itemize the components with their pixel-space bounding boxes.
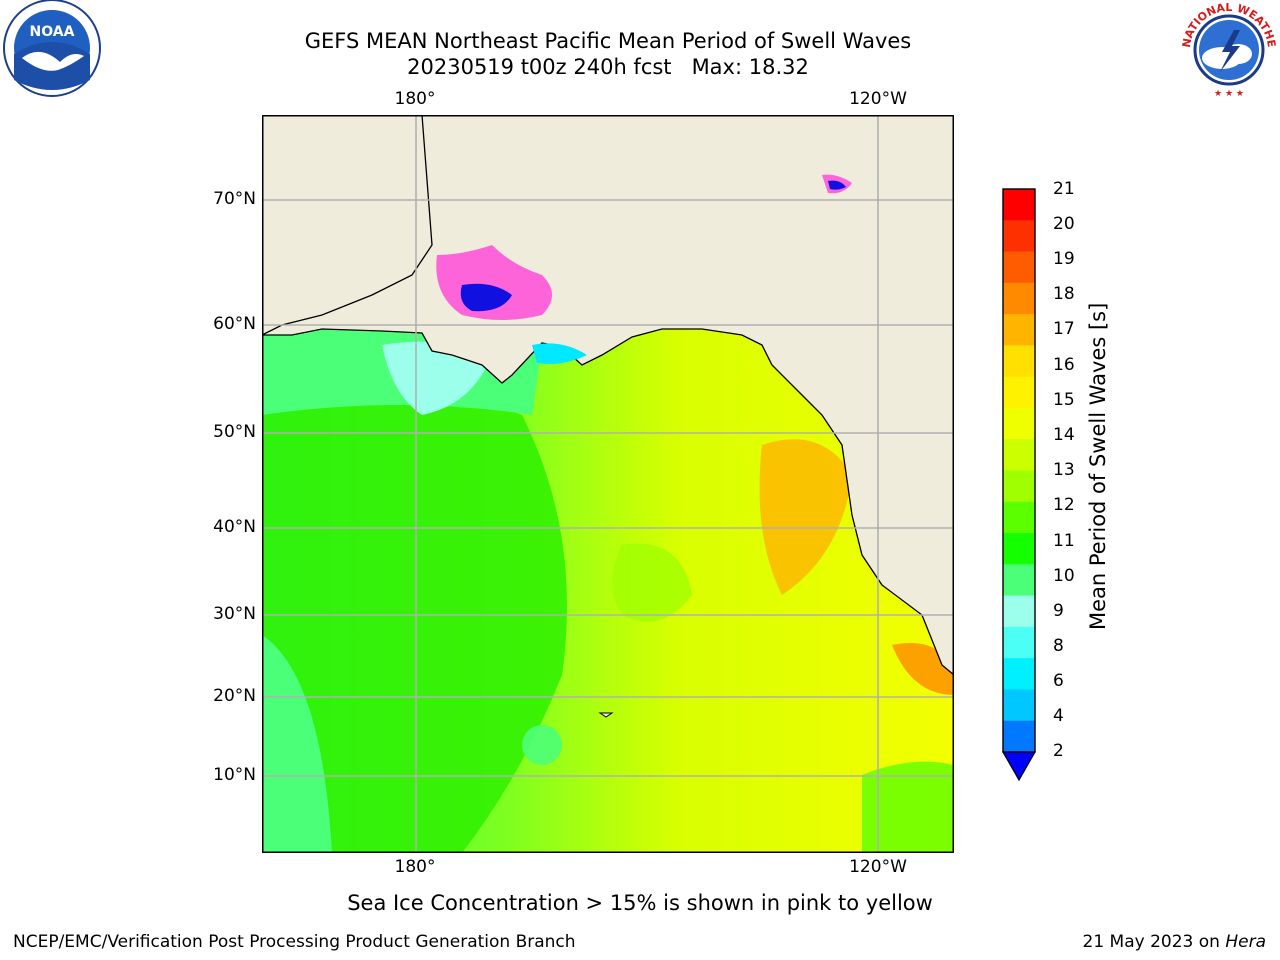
colorbar-tick: 4 [1053,706,1064,726]
footer-date: 21 May 2023 on Hera [1083,932,1267,952]
colorbar-tick: 18 [1053,284,1075,304]
colorbar-cell [1003,314,1035,346]
greenyellow-patch-central [612,543,692,622]
svg-text:★ ★ ★: ★ ★ ★ [1214,89,1244,99]
orange-patch-california [759,439,852,595]
colorbar-cell [1003,501,1035,534]
mint-patch-hawaii-south [522,725,562,765]
map-title: GEFS MEAN Northeast Pacific Mean Period … [304,29,912,53]
lon-label-bottom-120w: 120°W [849,857,907,877]
sea-ice-blue-core [460,283,512,312]
colorbar-cell [1003,626,1035,659]
colorbar-tick: 15 [1053,390,1075,410]
colorbar-tick: 2 [1053,741,1064,761]
lat-label-30n: 30°N [213,604,256,624]
green-patch-west [262,383,567,853]
colorbar-cell [1003,220,1035,253]
colorbar-cell [1003,439,1035,471]
lon-label-top-120w: 120°W [849,89,907,109]
sea-ice-note: Sea Ice Concentration > 15% is shown in … [347,891,933,915]
footer-host: Hera [1225,932,1266,952]
lat-label-40n: 40°N [213,517,256,537]
lat-label-60n: 60°N [213,314,256,334]
colorbar-tick: 21 [1053,179,1075,199]
colorbar-tick: 14 [1053,425,1075,445]
lon-label-bottom-180: 180° [394,857,436,877]
hawaii-islands [598,712,614,718]
colorbar-cell [1003,564,1035,597]
land-russia [262,115,433,336]
colorbar-tick: 20 [1053,214,1075,234]
colorbar [1001,188,1037,783]
colorbar-tick: 9 [1053,601,1064,621]
cyan-patch-bering [382,341,492,415]
cyan-patch-cook-inlet [532,343,587,364]
colorbar-tick: 6 [1053,671,1064,691]
colorbar-cell [1003,345,1035,378]
lat-label-20n: 20°N [213,686,256,706]
lat-label-70n: 70°N [213,189,256,209]
lat-label-10n: 10°N [213,765,256,785]
colorbar-tick: 16 [1053,355,1075,375]
colorbar-cell [1003,720,1035,753]
colorbar-tick: 17 [1053,319,1075,339]
green-patch-southeast [862,761,954,853]
colorbar-cell [1003,470,1035,503]
noaa-logo: NOAA [0,0,104,100]
colorbar-frame [1002,188,1036,753]
map-subtitle: 20230519 t00z 240h fcst Max: 18.32 [407,55,809,79]
colorbar-cell [1003,251,1035,284]
nws-logo: NATIONAL WEATHER SERVICE ★ ★ ★ [1174,0,1280,100]
colorbar-tick: 11 [1053,531,1075,551]
map-frame [262,115,954,853]
noaa-logo-text: NOAA [30,24,75,40]
mint-patch-southwest [262,635,332,853]
colorbar-cell [1003,595,1035,628]
footer-credit: NCEP/EMC/Verification Post Processing Pr… [13,932,576,952]
colorbar-tick: 8 [1053,636,1064,656]
colorbar-tick: 13 [1053,460,1075,480]
map-panel [262,115,954,853]
colorbar-cell [1003,189,1035,221]
colorbar-cell [1003,407,1035,440]
colorbar-tick: 12 [1053,495,1075,515]
graticule [262,115,954,853]
colorbar-cell [1003,282,1035,315]
lat-label-50n: 50°N [213,422,256,442]
lon-label-top-180: 180° [394,89,436,109]
colorbar-tick: 10 [1053,566,1075,586]
colorbar-extend-arrow [1001,751,1037,782]
colorbar-label: Mean Period of Swell Waves [s] [1086,302,1110,630]
colorbar-cell [1003,533,1035,565]
sea-ice-beaufort-core [828,180,846,190]
footer-date-text: 21 May 2023 on [1082,932,1226,952]
colorbar-cell [1003,689,1035,722]
swell-period-map [262,115,954,853]
colorbar-cell [1003,658,1035,690]
colorbar-cell [1003,376,1035,409]
colorbar-tick: 19 [1053,249,1075,269]
